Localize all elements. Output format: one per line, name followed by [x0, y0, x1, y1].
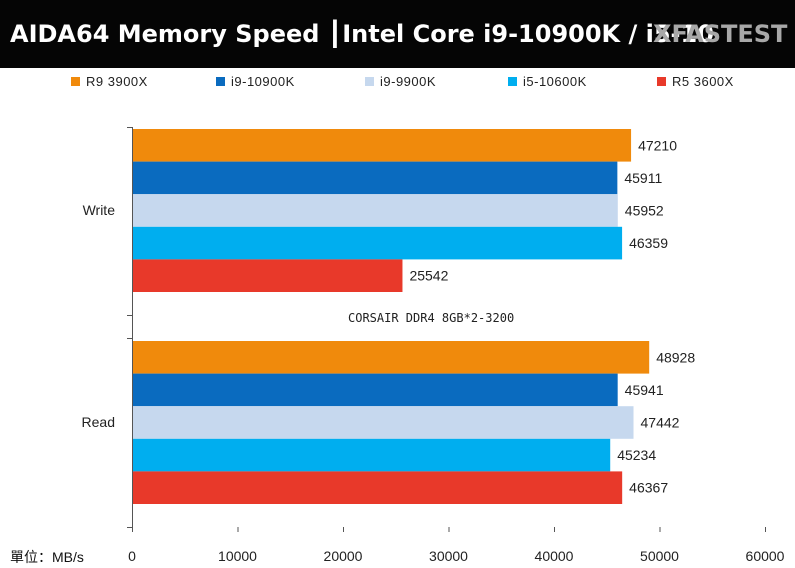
bar-write-4 [133, 259, 403, 292]
legend-label: i9-9900K [380, 74, 437, 89]
bar-write-0 [133, 129, 632, 162]
legend-label: R5 3600X [672, 74, 734, 89]
legend-label: i9-10900K [231, 74, 295, 89]
bar-value-label: 47442 [641, 415, 680, 431]
bar-value-label: 47210 [638, 137, 677, 153]
bar-value-label: 46367 [629, 480, 668, 496]
x-tick-label: 30000 [429, 548, 468, 564]
bar-write-2 [133, 194, 618, 227]
category-label-read: Read [81, 414, 115, 430]
x-tick-label: 20000 [324, 548, 363, 564]
chart-header: AIDA64 Memory Speed ┃Intel Core i9-10900… [0, 0, 795, 68]
bar-value-label: 48928 [656, 349, 695, 365]
brand-watermark: XFASTEST [653, 20, 788, 48]
bar-read-3 [133, 438, 611, 472]
legend-item-r9-3900x: R9 3900X [71, 74, 148, 89]
bar-read-4 [133, 471, 623, 504]
legend-item-i5-10600k: i5-10600K [508, 74, 587, 89]
bar-value-label: 45234 [617, 447, 656, 463]
legend-item-r5-3600x: R5 3600X [657, 74, 734, 89]
chart-title: AIDA64 Memory Speed ┃Intel Core i9-10900… [10, 20, 714, 48]
legend-item-i9-9900k: i9-9900K [365, 74, 436, 89]
bar-read-0 [133, 341, 650, 374]
x-tick-label: 0 [128, 548, 136, 564]
bar-value-label: 45911 [624, 170, 662, 186]
chart-annotation: CORSAIR DDR4 8GB*2-3200 [348, 311, 515, 325]
x-tick-label: 50000 [640, 548, 679, 564]
legend-label: R9 3900X [86, 74, 148, 89]
x-tick-label: 10000 [218, 548, 257, 564]
legend-swatch [216, 77, 225, 86]
bar-write-1 [133, 161, 618, 195]
bar-value-label: 25542 [409, 268, 448, 284]
bar-value-label: 45941 [625, 382, 664, 398]
chart-legend: R9 3900X i9-10900K i9-9900K i5-10600K R5… [0, 72, 795, 92]
bar-read-2 [133, 406, 634, 439]
bar-write-3 [133, 226, 623, 260]
legend-swatch [365, 77, 374, 86]
x-tick-label: 40000 [535, 548, 574, 564]
bar-value-label: 45952 [625, 203, 664, 219]
legend-swatch [508, 77, 517, 86]
legend-swatch [657, 77, 666, 86]
bar-read-1 [133, 373, 618, 407]
axis-unit-label: 單位：MB/s [10, 549, 84, 565]
legend-swatch [71, 77, 80, 86]
bar-value-label: 46359 [629, 235, 668, 251]
x-tick-label: 60000 [746, 548, 785, 564]
legend-label: i5-10600K [523, 74, 587, 89]
legend-item-i9-10900k: i9-10900K [216, 74, 295, 89]
category-label-write: Write [82, 202, 115, 218]
